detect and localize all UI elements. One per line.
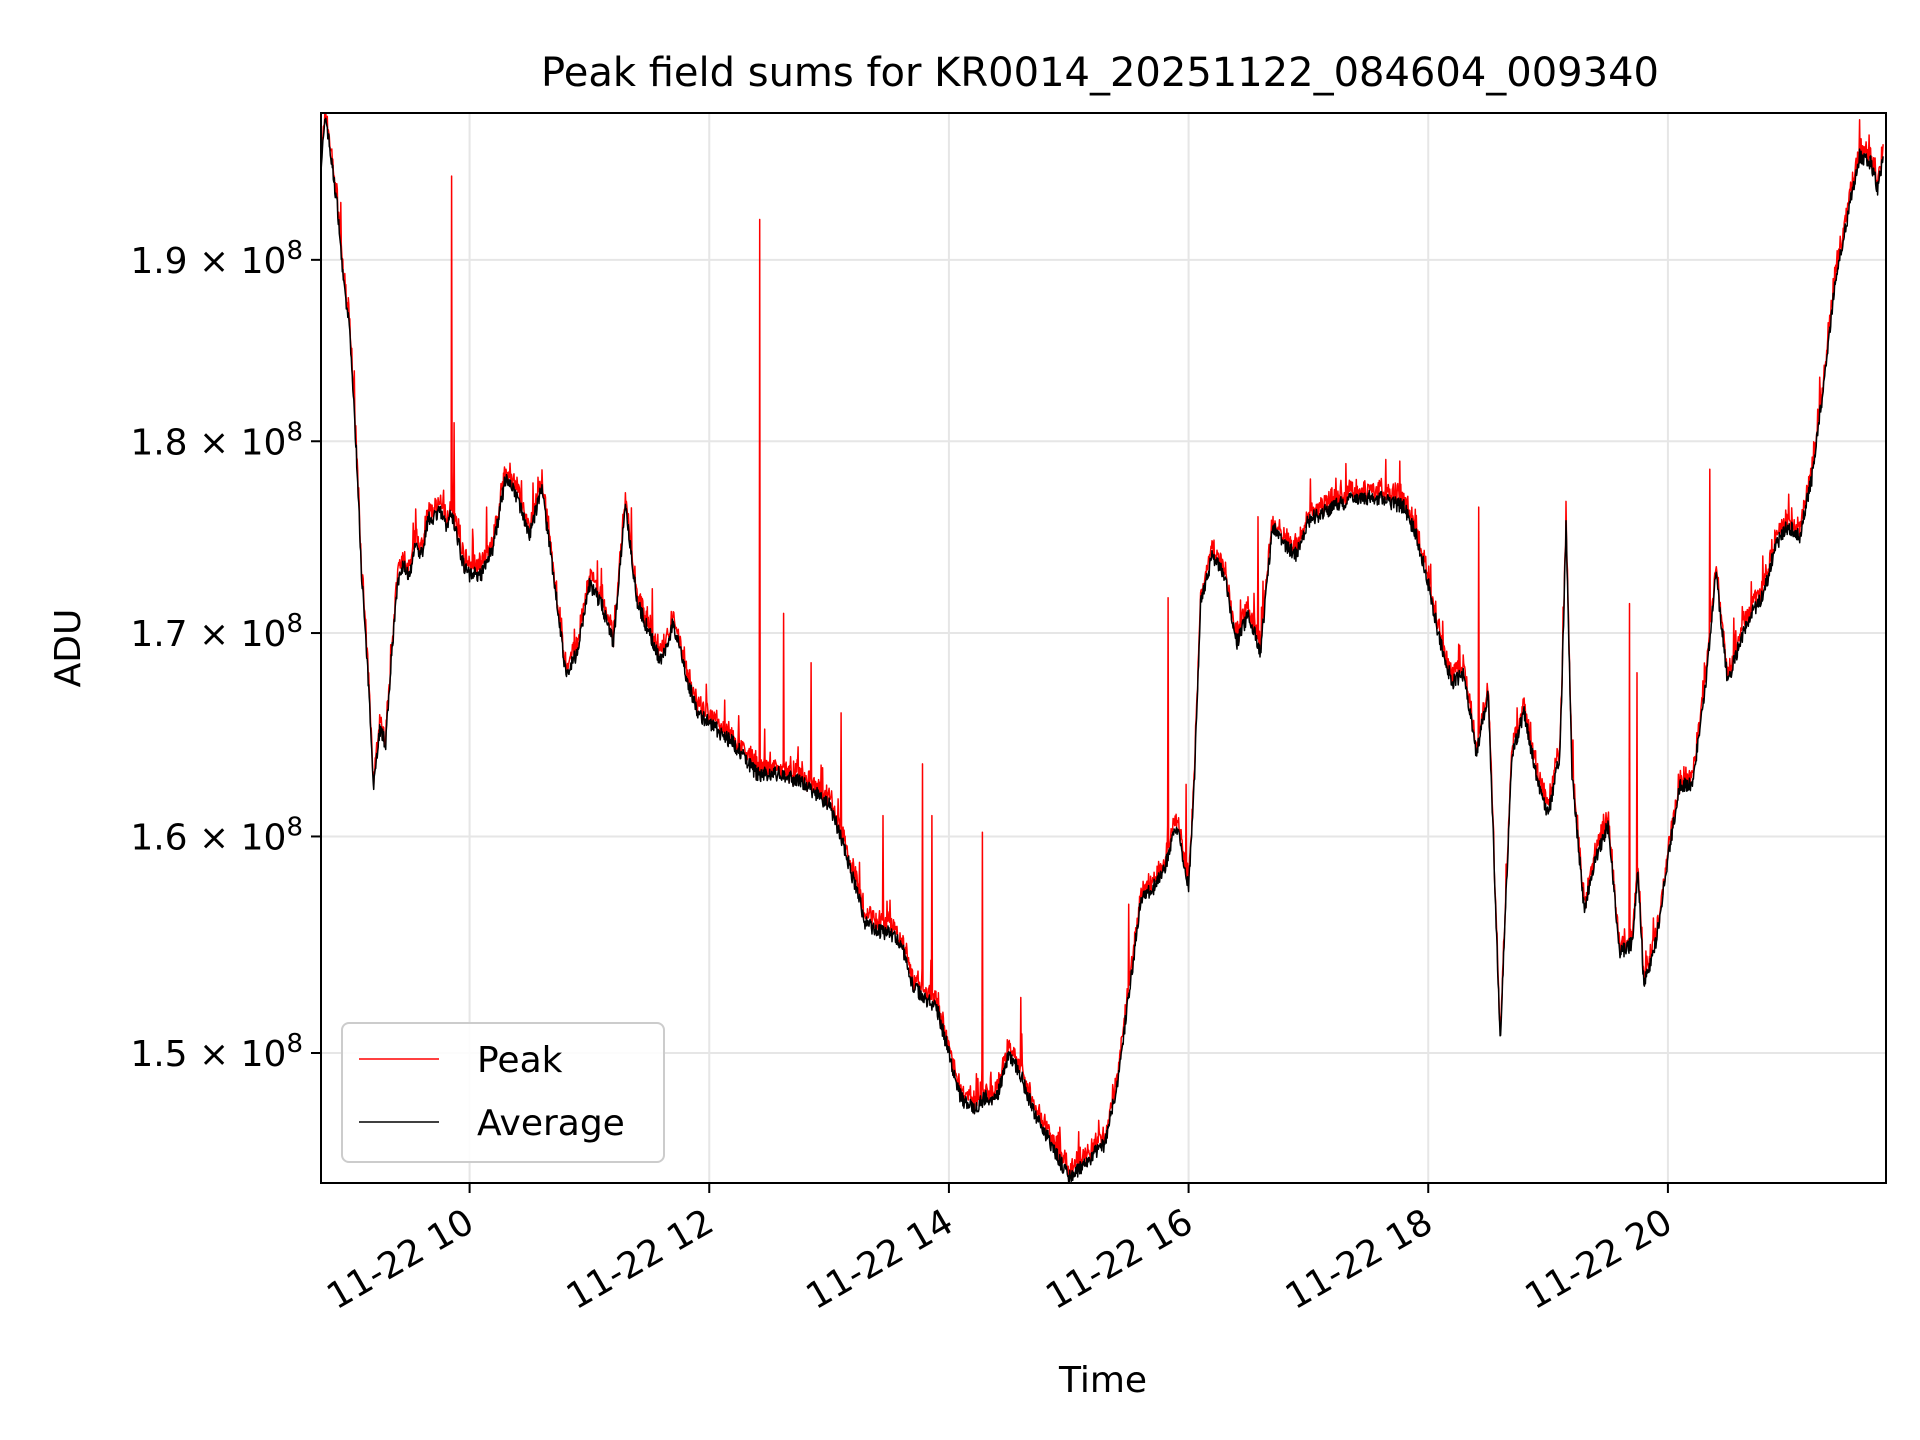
- y-tick-label: 1.5 × 108: [130, 1029, 303, 1075]
- y-tick-label: 1.6 × 108: [130, 812, 303, 858]
- grid: [321, 113, 1886, 1183]
- y-tick-label: 1.9 × 108: [130, 236, 303, 282]
- y-axis-label: ADU: [48, 609, 89, 688]
- series-average: [320, 117, 1884, 1184]
- y-tick-label: 1.8 × 108: [130, 417, 303, 463]
- x-axis-label: Time: [1058, 1360, 1147, 1401]
- plot-area-frame: [320, 112, 1887, 1184]
- chart-title: Peak field sums for KR0014_20251122_0846…: [541, 50, 1659, 96]
- legend-frame: [341, 1022, 665, 1163]
- legend-peak-label: Peak: [477, 1040, 563, 1081]
- y-axis-ticks: 1.5 × 108 1.6 × 108 1.7 × 108 1.8 × 108 1.9 …: [130, 236, 321, 1075]
- average-line: [320, 117, 1884, 1184]
- y-tick-label: 1.7 × 108: [130, 609, 303, 655]
- legend-average-label: Average: [477, 1103, 625, 1144]
- legend: Peak Average: [341, 1022, 665, 1163]
